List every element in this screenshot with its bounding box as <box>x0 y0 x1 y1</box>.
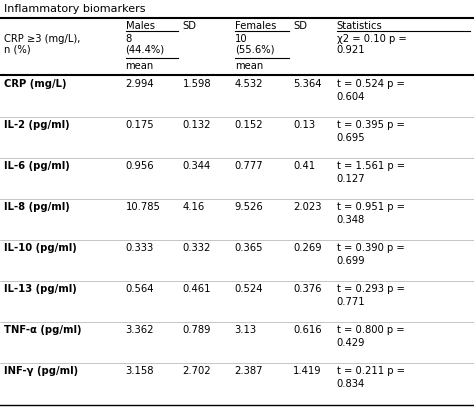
Text: Females: Females <box>235 21 276 31</box>
Text: 9.526: 9.526 <box>235 202 264 212</box>
Text: n (%): n (%) <box>4 45 30 55</box>
Text: 0.564: 0.564 <box>126 284 154 294</box>
Text: 0.777: 0.777 <box>235 161 263 171</box>
Text: 2.387: 2.387 <box>235 366 263 376</box>
Text: 1.419: 1.419 <box>293 366 321 376</box>
Text: Inflammatory biomarkers: Inflammatory biomarkers <box>4 4 146 14</box>
Text: 0.921: 0.921 <box>337 45 365 55</box>
Text: 8: 8 <box>126 34 132 44</box>
Text: 3.158: 3.158 <box>126 366 154 376</box>
Text: mean: mean <box>235 61 263 71</box>
Text: 1.598: 1.598 <box>182 79 211 89</box>
Text: 0.461: 0.461 <box>182 284 211 294</box>
Text: t = 0.395 p =: t = 0.395 p = <box>337 120 404 130</box>
Text: 0.524: 0.524 <box>235 284 263 294</box>
Text: 4.16: 4.16 <box>182 202 205 212</box>
Text: 0.956: 0.956 <box>126 161 154 171</box>
Text: 0.41: 0.41 <box>293 161 315 171</box>
Text: 0.699: 0.699 <box>337 256 365 266</box>
Text: t = 0.293 p =: t = 0.293 p = <box>337 284 404 294</box>
Text: 0.127: 0.127 <box>337 174 365 184</box>
Text: 5.364: 5.364 <box>293 79 321 89</box>
Text: 2.023: 2.023 <box>293 202 321 212</box>
Text: 0.376: 0.376 <box>293 284 321 294</box>
Text: 0.616: 0.616 <box>293 325 321 335</box>
Text: 0.13: 0.13 <box>293 120 315 130</box>
Text: 0.695: 0.695 <box>337 133 365 143</box>
Text: SD: SD <box>293 21 307 31</box>
Text: IL-8 (pg/ml): IL-8 (pg/ml) <box>4 202 70 212</box>
Text: t = 0.951 p =: t = 0.951 p = <box>337 202 404 212</box>
Text: 2.702: 2.702 <box>182 366 211 376</box>
Text: 0.789: 0.789 <box>182 325 211 335</box>
Text: 0.348: 0.348 <box>337 215 365 225</box>
Text: t = 0.800 p =: t = 0.800 p = <box>337 325 404 335</box>
Text: CRP (mg/L): CRP (mg/L) <box>4 79 66 89</box>
Text: IL-13 (pg/ml): IL-13 (pg/ml) <box>4 284 76 294</box>
Text: 0.429: 0.429 <box>337 338 365 348</box>
Text: IL-2 (pg/ml): IL-2 (pg/ml) <box>4 120 69 130</box>
Text: 3.13: 3.13 <box>235 325 257 335</box>
Text: (55.6%): (55.6%) <box>235 45 274 55</box>
Text: IL-10 (pg/ml): IL-10 (pg/ml) <box>4 243 76 253</box>
Text: 0.834: 0.834 <box>337 379 365 389</box>
Text: t = 1.561 p =: t = 1.561 p = <box>337 161 405 171</box>
Text: SD: SD <box>182 21 197 31</box>
Text: INF-γ (pg/ml): INF-γ (pg/ml) <box>4 366 78 376</box>
Text: 0.269: 0.269 <box>293 243 321 253</box>
Text: 0.332: 0.332 <box>182 243 211 253</box>
Text: 0.333: 0.333 <box>126 243 154 253</box>
Text: χ2 = 0.10 p =: χ2 = 0.10 p = <box>337 34 406 44</box>
Text: IL-6 (pg/ml): IL-6 (pg/ml) <box>4 161 70 171</box>
Text: 0.365: 0.365 <box>235 243 263 253</box>
Text: 10.785: 10.785 <box>126 202 161 212</box>
Text: 0.132: 0.132 <box>182 120 211 130</box>
Text: Statistics: Statistics <box>337 21 383 31</box>
Text: mean: mean <box>126 61 154 71</box>
Text: 3.362: 3.362 <box>126 325 154 335</box>
Text: 0.152: 0.152 <box>235 120 263 130</box>
Text: 0.604: 0.604 <box>337 92 365 102</box>
Text: 4.532: 4.532 <box>235 79 263 89</box>
Text: t = 0.211 p =: t = 0.211 p = <box>337 366 404 376</box>
Text: 0.344: 0.344 <box>182 161 211 171</box>
Text: 0.175: 0.175 <box>126 120 154 130</box>
Text: 0.771: 0.771 <box>337 297 365 307</box>
Text: Males: Males <box>126 21 155 31</box>
Text: CRP ≥3 (mg/L),: CRP ≥3 (mg/L), <box>4 34 80 44</box>
Text: 10: 10 <box>235 34 247 44</box>
Text: (44.4%): (44.4%) <box>126 45 165 55</box>
Text: t = 0.524 p =: t = 0.524 p = <box>337 79 404 89</box>
Text: 2.994: 2.994 <box>126 79 154 89</box>
Text: t = 0.390 p =: t = 0.390 p = <box>337 243 404 253</box>
Text: TNF-α (pg/ml): TNF-α (pg/ml) <box>4 325 82 335</box>
